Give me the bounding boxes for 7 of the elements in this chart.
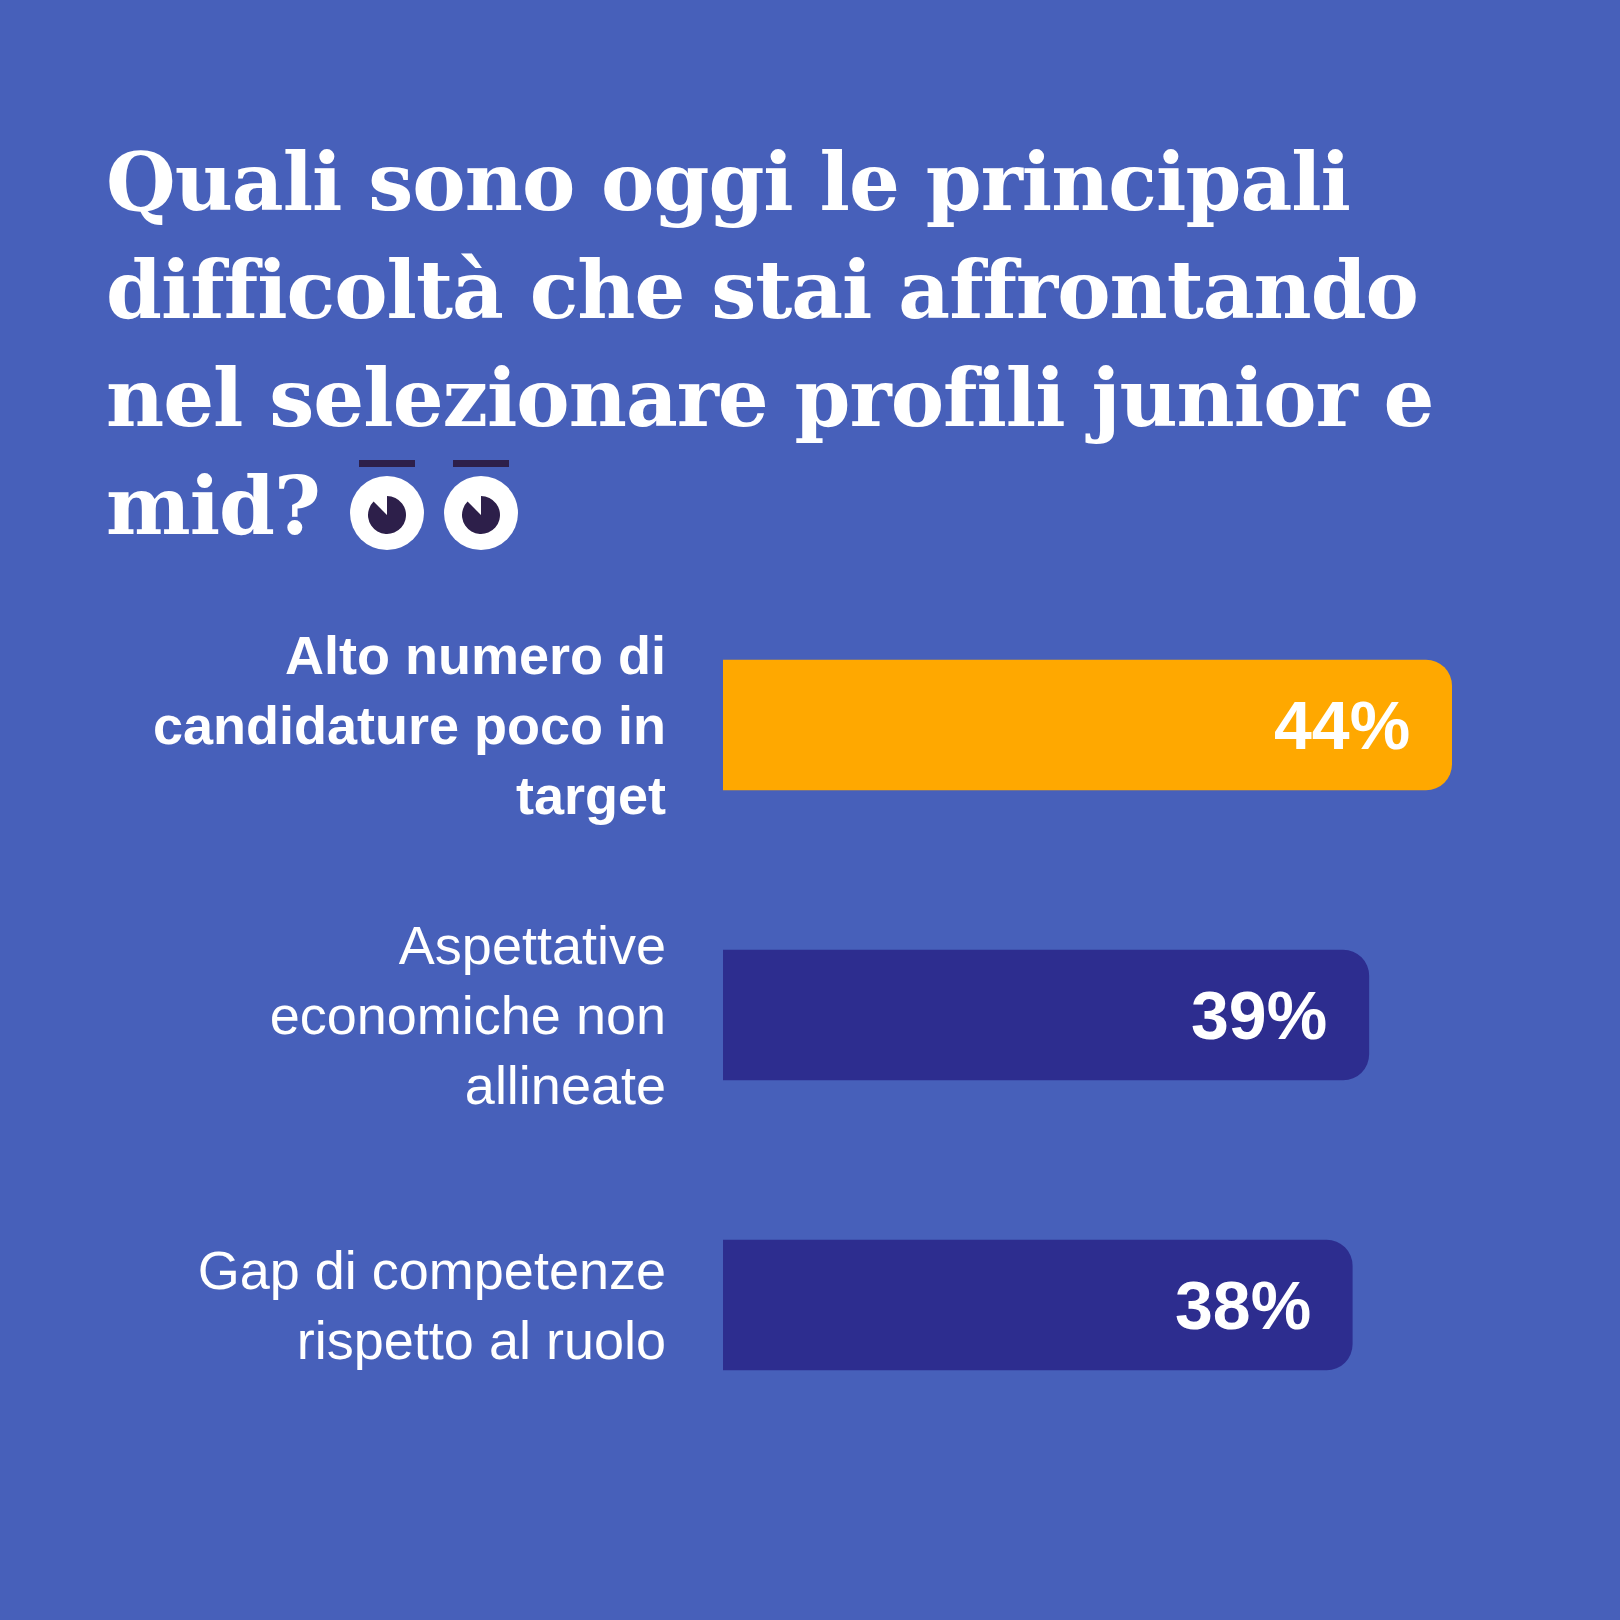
chart-title: Quali sono oggi le principali difficoltà che stai affrontando nel selezionare profili junior e mid? — [106, 135, 1434, 553]
data-label: 44% — [1274, 687, 1411, 763]
y-tick-label: Alto numero di candidature poco in target — [152, 624, 667, 826]
y-tick-label: Aspettative economiche non allineate — [269, 914, 666, 1116]
y-tick-label: Gap di competenze rispetto al ruolo — [197, 1239, 666, 1370]
data-label: 38% — [1175, 1267, 1312, 1343]
data-label: 39% — [1191, 977, 1328, 1053]
